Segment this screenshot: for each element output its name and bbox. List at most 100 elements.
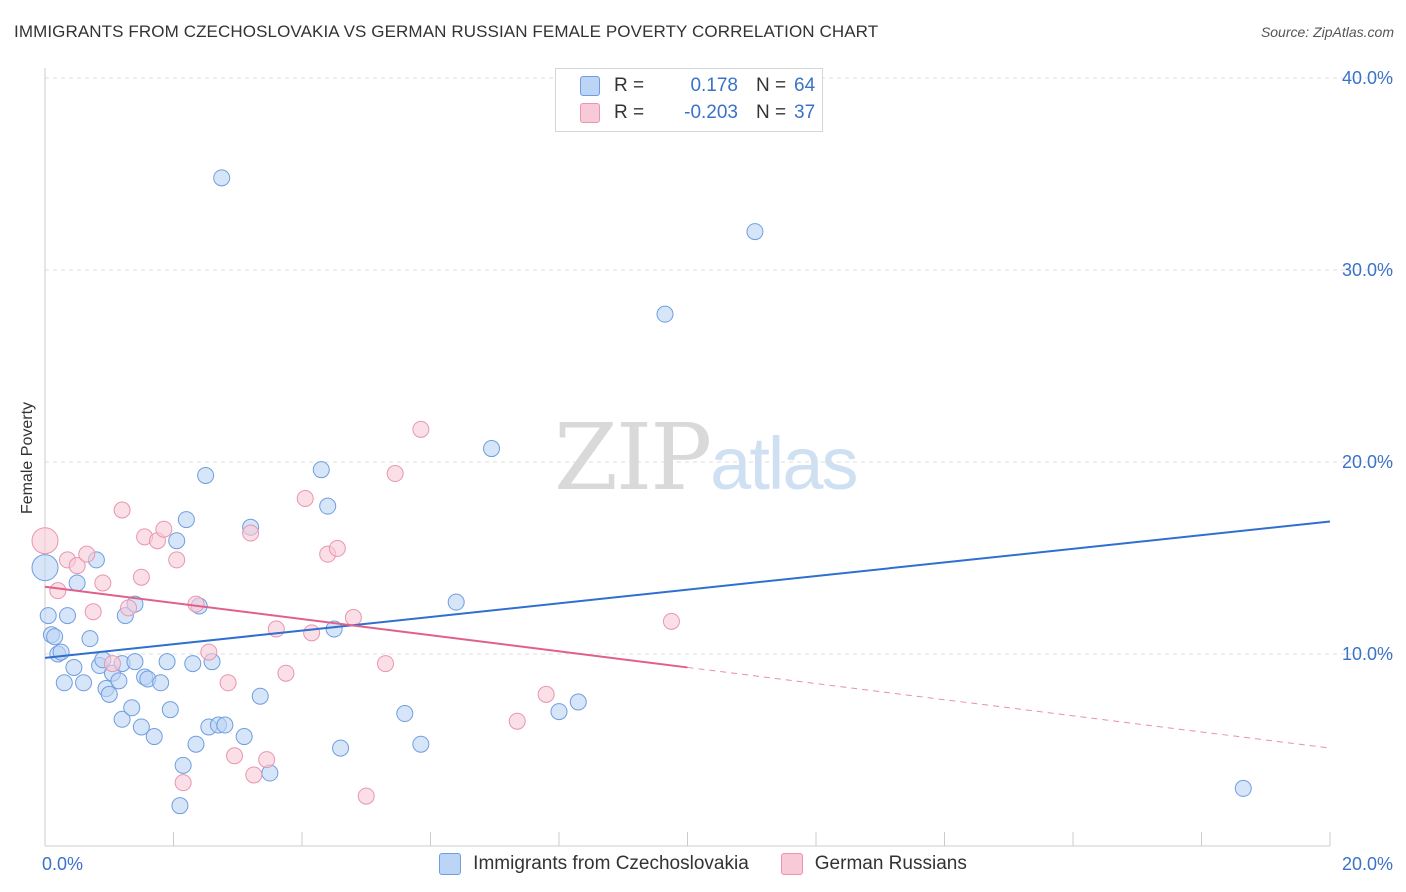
chart-title: IMMIGRANTS FROM CZECHOSLOVAKIA VS GERMAN…	[14, 22, 879, 41]
data-point	[94, 574, 112, 592]
watermark-atlas: atlas	[710, 422, 858, 505]
data-point	[319, 497, 337, 515]
data-point	[483, 440, 501, 458]
data-point	[68, 557, 86, 575]
data-point	[296, 489, 314, 507]
legend-n-label: N =	[756, 75, 787, 96]
data-point	[168, 551, 186, 569]
data-point	[68, 574, 86, 592]
data-point	[235, 728, 253, 746]
legend-n-value: 37	[794, 102, 816, 123]
watermark-zip: ZIP	[554, 404, 712, 511]
data-point	[396, 705, 414, 723]
data-point	[171, 797, 189, 815]
data-point	[344, 609, 362, 627]
data-point	[325, 620, 343, 638]
data-point	[152, 674, 170, 692]
legend-swatch-blue	[580, 76, 600, 96]
trend-line-extension	[687, 666, 1331, 749]
legend-n-value: 64	[794, 75, 816, 96]
series-legend: Immigrants from Czechoslovakia German Ru…	[0, 851, 1406, 877]
data-point	[49, 582, 67, 600]
legend-r-label: R =	[614, 102, 645, 123]
data-point	[174, 774, 192, 792]
data-point	[200, 643, 218, 661]
data-point	[39, 607, 57, 625]
trend-line	[44, 585, 688, 669]
legend-r-value: 0.178	[690, 75, 738, 96]
data-point	[158, 653, 176, 671]
data-point	[132, 718, 150, 736]
data-point	[126, 653, 144, 671]
series-legend-item-german-russians[interactable]: German Russians	[780, 853, 967, 875]
data-point	[187, 735, 205, 753]
series-legend-label: Immigrants from Czechoslovakia	[473, 853, 749, 874]
data-point	[216, 716, 234, 734]
data-point	[277, 664, 295, 682]
data-point	[31, 554, 59, 582]
legend-r-value: -0.203	[684, 102, 738, 123]
data-point	[161, 701, 179, 719]
data-point	[656, 305, 674, 323]
data-point	[75, 674, 93, 692]
data-point	[447, 593, 465, 611]
data-point	[184, 655, 202, 673]
data-point	[377, 655, 395, 673]
legend-row-czechoslovakia: R = 0.178 N = 64	[580, 73, 815, 99]
data-point	[245, 766, 263, 784]
data-point	[113, 710, 131, 728]
series-swatch-blue	[439, 853, 462, 875]
data-point	[103, 655, 121, 673]
legend-n-label: N =	[756, 102, 787, 123]
data-point	[213, 169, 231, 187]
data-point	[226, 747, 244, 765]
data-point	[537, 685, 555, 703]
data-point	[168, 532, 186, 550]
data-point	[55, 674, 73, 692]
data-point	[662, 612, 680, 630]
data-point	[31, 527, 59, 555]
data-point	[123, 699, 141, 717]
data-point	[412, 420, 430, 438]
trend-line	[44, 520, 1331, 659]
watermark: ZIPatlas	[554, 404, 858, 511]
correlation-legend: R = 0.178 N = 64 R = -0.203 N = 37	[555, 68, 823, 132]
data-point	[197, 466, 215, 484]
data-point	[1234, 779, 1252, 797]
x-tick-label: 20.0%	[1342, 854, 1393, 874]
data-point	[328, 539, 346, 557]
legend-r-label: R =	[614, 75, 645, 96]
data-point	[258, 751, 276, 769]
data-point	[78, 545, 96, 563]
data-point	[332, 739, 350, 757]
data-point	[386, 465, 404, 483]
y-tick-label: 20.0%	[1342, 452, 1393, 472]
legend-row-german-russians: R = -0.203 N = 37	[580, 100, 815, 126]
data-point	[174, 756, 192, 774]
data-point	[84, 603, 102, 621]
data-point	[357, 787, 375, 805]
data-point	[46, 628, 64, 646]
data-point	[412, 735, 430, 753]
data-point	[100, 685, 118, 703]
data-point	[58, 607, 76, 625]
data-point	[242, 524, 260, 542]
data-point	[251, 687, 269, 705]
data-point	[132, 568, 150, 586]
x-tick-label: 0.0%	[42, 854, 83, 874]
data-point	[81, 630, 99, 648]
y-axis-label: Female Poverty	[19, 401, 36, 515]
series-legend-label: German Russians	[814, 853, 967, 874]
data-point	[508, 712, 526, 730]
data-point	[746, 223, 764, 241]
series-legend-item-czechoslovakia[interactable]: Immigrants from Czechoslovakia	[439, 853, 749, 875]
data-point	[65, 658, 83, 676]
data-point	[550, 703, 568, 721]
data-point	[177, 511, 195, 529]
source-label: Source: ZipAtlas.com	[1260, 24, 1394, 40]
data-point	[312, 461, 330, 479]
data-point	[110, 672, 128, 690]
y-tick-label: 10.0%	[1342, 644, 1393, 664]
data-point	[113, 501, 131, 519]
y-tick-label: 40.0%	[1342, 68, 1393, 88]
